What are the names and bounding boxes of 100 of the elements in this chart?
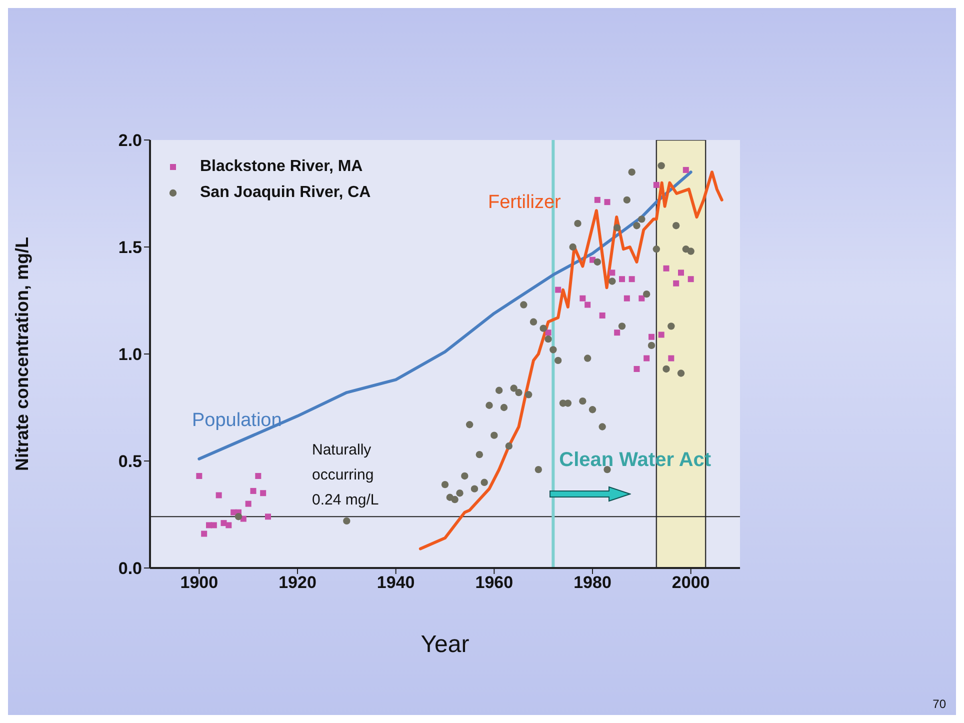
point	[678, 270, 684, 276]
point	[486, 402, 493, 409]
point	[255, 472, 262, 479]
point	[658, 332, 664, 338]
point	[580, 295, 586, 302]
point	[245, 500, 252, 507]
point	[598, 423, 606, 430]
point	[638, 216, 646, 223]
point	[628, 168, 636, 176]
point	[658, 162, 665, 170]
series-label: Fertilizer	[488, 192, 561, 214]
point	[555, 286, 562, 293]
point	[633, 222, 640, 230]
point	[343, 517, 350, 525]
point	[500, 404, 508, 412]
point	[594, 196, 600, 203]
series-label: Population	[192, 410, 282, 432]
point	[441, 480, 449, 488]
point	[456, 490, 464, 497]
point	[476, 450, 484, 458]
point	[652, 246, 660, 253]
x-tick-label: 1920	[278, 573, 316, 592]
point	[584, 302, 591, 308]
point	[234, 513, 242, 520]
point	[628, 276, 635, 282]
point	[466, 421, 474, 428]
point	[588, 406, 596, 414]
y-tick-label: 1.0	[118, 345, 142, 364]
y-tick-label: 2.0	[118, 131, 142, 150]
point	[226, 522, 232, 528]
point	[648, 334, 654, 340]
point	[623, 196, 631, 204]
point	[480, 478, 488, 486]
point	[520, 301, 528, 308]
point	[210, 522, 217, 528]
point	[260, 490, 266, 496]
point	[662, 365, 670, 373]
point	[682, 166, 689, 173]
point	[505, 442, 513, 450]
point	[554, 356, 562, 364]
point	[569, 243, 576, 251]
point	[540, 324, 547, 332]
point	[216, 492, 222, 498]
point	[673, 280, 680, 286]
point	[653, 182, 660, 188]
text: 70	[932, 697, 946, 711]
legend-label: San Joaquin River, CA	[200, 184, 371, 202]
point	[579, 397, 586, 405]
legend-label: Blackstone River, MA	[200, 158, 363, 176]
point	[604, 199, 610, 206]
point	[668, 355, 674, 362]
point	[614, 330, 620, 336]
point	[550, 346, 557, 354]
point	[642, 290, 650, 298]
point	[515, 388, 522, 396]
point	[668, 322, 675, 330]
x-axis-title: Year	[420, 631, 470, 658]
point	[530, 318, 538, 326]
point	[524, 391, 532, 398]
point	[619, 276, 625, 282]
point	[265, 514, 271, 520]
line-series	[418, 170, 724, 550]
x-tick-label: 1900	[180, 573, 218, 592]
point	[608, 278, 616, 285]
point	[663, 265, 670, 272]
point	[688, 276, 694, 282]
point	[644, 355, 650, 362]
point	[599, 312, 606, 318]
point	[574, 220, 582, 228]
point	[495, 386, 503, 394]
x-tick-label: 1980	[574, 573, 612, 592]
point	[594, 258, 602, 266]
point	[687, 248, 694, 255]
point	[545, 330, 552, 336]
point	[510, 384, 518, 392]
x-tick-label: 1960	[475, 573, 514, 592]
y-tick-label: 0.0	[118, 559, 142, 578]
point	[613, 224, 621, 232]
point	[638, 295, 645, 302]
point	[490, 432, 498, 439]
point	[544, 335, 552, 343]
x-tick-label: 1940	[376, 573, 415, 592]
point	[618, 322, 626, 330]
point	[584, 354, 592, 362]
point	[451, 496, 458, 504]
point	[648, 342, 656, 350]
point	[461, 472, 468, 480]
point	[196, 472, 202, 479]
point	[634, 366, 640, 372]
y-tick-label: 0.5	[118, 452, 142, 472]
point	[201, 530, 208, 537]
y-axis-title: Nitrate concentration, mg/L	[12, 236, 32, 472]
point	[677, 370, 685, 377]
point	[470, 485, 478, 492]
point	[609, 270, 616, 276]
point	[624, 295, 630, 302]
ref-line-label: Naturally occurring 0.24 mg/L	[312, 442, 379, 509]
point	[534, 466, 542, 474]
y-tick-label: 1.5	[118, 238, 142, 258]
x-tick-label: 2000	[672, 573, 710, 592]
